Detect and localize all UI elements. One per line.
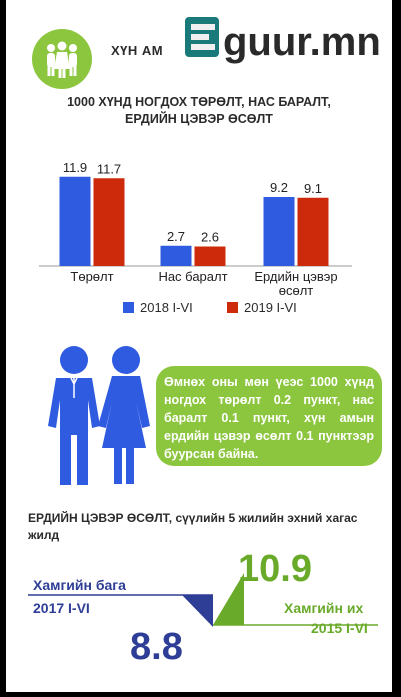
legend-swatch-2018 [123, 302, 134, 313]
data-label: 11.7 [97, 161, 121, 176]
legend-label-2018: 2018 I-VI [140, 300, 193, 315]
section2-title-bold: ЕРДИЙН ЦЭВЭР ӨСӨЛТ, [28, 511, 173, 525]
high-period: 2015 I-VI [311, 620, 368, 636]
bar-2018-I-VI-1 [160, 245, 192, 266]
data-label: 9.1 [304, 181, 322, 196]
section2-title-rest: сүүлийн 5 жилийн эхний хагас жилд [28, 511, 358, 542]
low-triangle [182, 595, 213, 627]
data-label: 11.9 [63, 160, 87, 175]
section2-title: ЕРДИЙН ЦЭВЭР ӨСӨЛТ, сүүлийн 5 жилийн эхн… [28, 510, 378, 544]
chart-title-line-1: 1000 ХҮНД НОГДОХ ТӨРӨЛТ, НАС БАРАЛТ, [67, 95, 331, 109]
high-label: Хамгийн их [284, 600, 364, 616]
legend-item-2019: 2019 I-VI [227, 300, 297, 315]
legend-item-2018: 2018 I-VI [123, 300, 193, 315]
section-label: ХҮН АМ [111, 43, 164, 58]
data-label: 2.6 [201, 230, 219, 245]
high-triangle [213, 573, 244, 625]
high-value: 10.9 [238, 548, 312, 590]
low-period: 2017 I-VI [33, 600, 90, 616]
chart-title-line-2: ЕРДИЙН ЦЭВЭР ӨСӨЛТ [125, 112, 273, 126]
eguur-logo: guur.mn [182, 10, 392, 70]
low-label: Хамгийн бага [33, 577, 126, 593]
category-label: Ердийн цэвэр [254, 269, 337, 284]
bar-2018-I-VI-0 [59, 176, 91, 266]
category-label: Төрөлт [70, 269, 113, 284]
data-label: 2.7 [167, 229, 185, 244]
chart-title: 1000 ХҮНД НОГДОХ ТӨРӨЛТ, НАС БАРАЛТ, ЕРД… [6, 95, 392, 126]
legend-swatch-2019 [227, 302, 238, 313]
category-label: Нас баралт [158, 269, 227, 284]
logo-text: guur.mn [223, 20, 381, 64]
couple-icon [36, 338, 166, 493]
category-label: өсөлт [279, 283, 314, 298]
bar-2019-I-VI-1 [194, 246, 226, 266]
minmax-graphic [28, 573, 378, 627]
infographic: ХҮН АМ guur.mn 1000 ХҮНД НОГДОХ ТӨРӨЛТ, … [6, 0, 392, 692]
people-group-icon [32, 29, 92, 89]
callout-bubble: Өмнөх оны мөн үеэс 1000 хүнд ногдох төрө… [156, 366, 382, 466]
bar-chart: 11.9 11.7 Төрөлт 2.7 2.6 Нас баралт 9.2 9.1 Ерди… [39, 160, 352, 298]
bar-2019-I-VI-2 [297, 197, 329, 266]
low-value: 8.8 [130, 626, 183, 668]
data-label: 9.2 [270, 180, 288, 195]
legend-label-2019: 2019 I-VI [244, 300, 297, 315]
bar-2018-I-VI-2 [263, 197, 295, 266]
bar-2019-I-VI-0 [93, 178, 125, 266]
